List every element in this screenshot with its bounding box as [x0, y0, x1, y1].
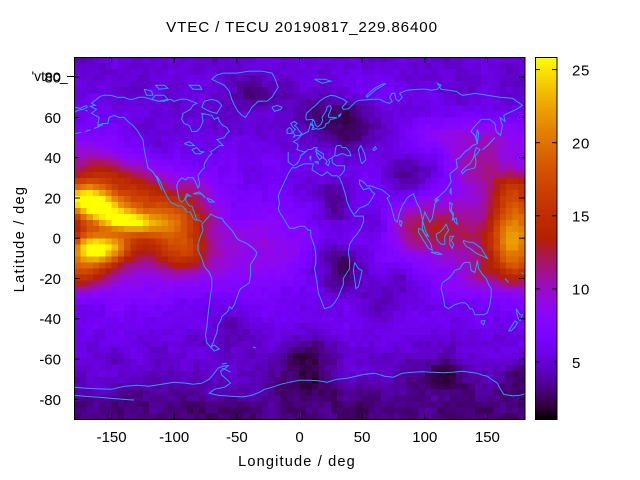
- svg-text:5: 5: [572, 355, 581, 372]
- svg-text:Latitude / deg: Latitude / deg: [12, 186, 28, 293]
- svg-text:-60: -60: [39, 352, 61, 369]
- svg-text:25: 25: [572, 62, 590, 79]
- svg-text:0: 0: [53, 231, 61, 248]
- svg-text:80: 80: [44, 70, 61, 87]
- svg-text:-80: -80: [39, 392, 61, 409]
- svg-text:-20: -20: [39, 271, 61, 288]
- svg-text:0: 0: [295, 429, 303, 446]
- svg-text:40: 40: [44, 150, 61, 167]
- svg-text:-150: -150: [97, 429, 127, 446]
- svg-text:20: 20: [572, 136, 590, 153]
- svg-text:150: 150: [475, 429, 500, 446]
- svg-text:Longitude / deg: Longitude / deg: [238, 454, 356, 470]
- svg-text:20: 20: [44, 190, 61, 207]
- svg-text:100: 100: [412, 429, 437, 446]
- svg-text:-40: -40: [39, 311, 61, 328]
- svg-text:60: 60: [44, 110, 61, 127]
- svg-text:-50: -50: [226, 429, 248, 446]
- svg-text:15: 15: [572, 209, 590, 226]
- svg-text:'vtec_: 'vtec_: [32, 68, 68, 84]
- svg-text:-100: -100: [159, 429, 189, 446]
- svg-text:50: 50: [354, 429, 371, 446]
- svg-text:VTEC / TECU 20190817_229.86400: VTEC / TECU 20190817_229.86400: [166, 19, 438, 36]
- svg-text:10: 10: [572, 282, 590, 299]
